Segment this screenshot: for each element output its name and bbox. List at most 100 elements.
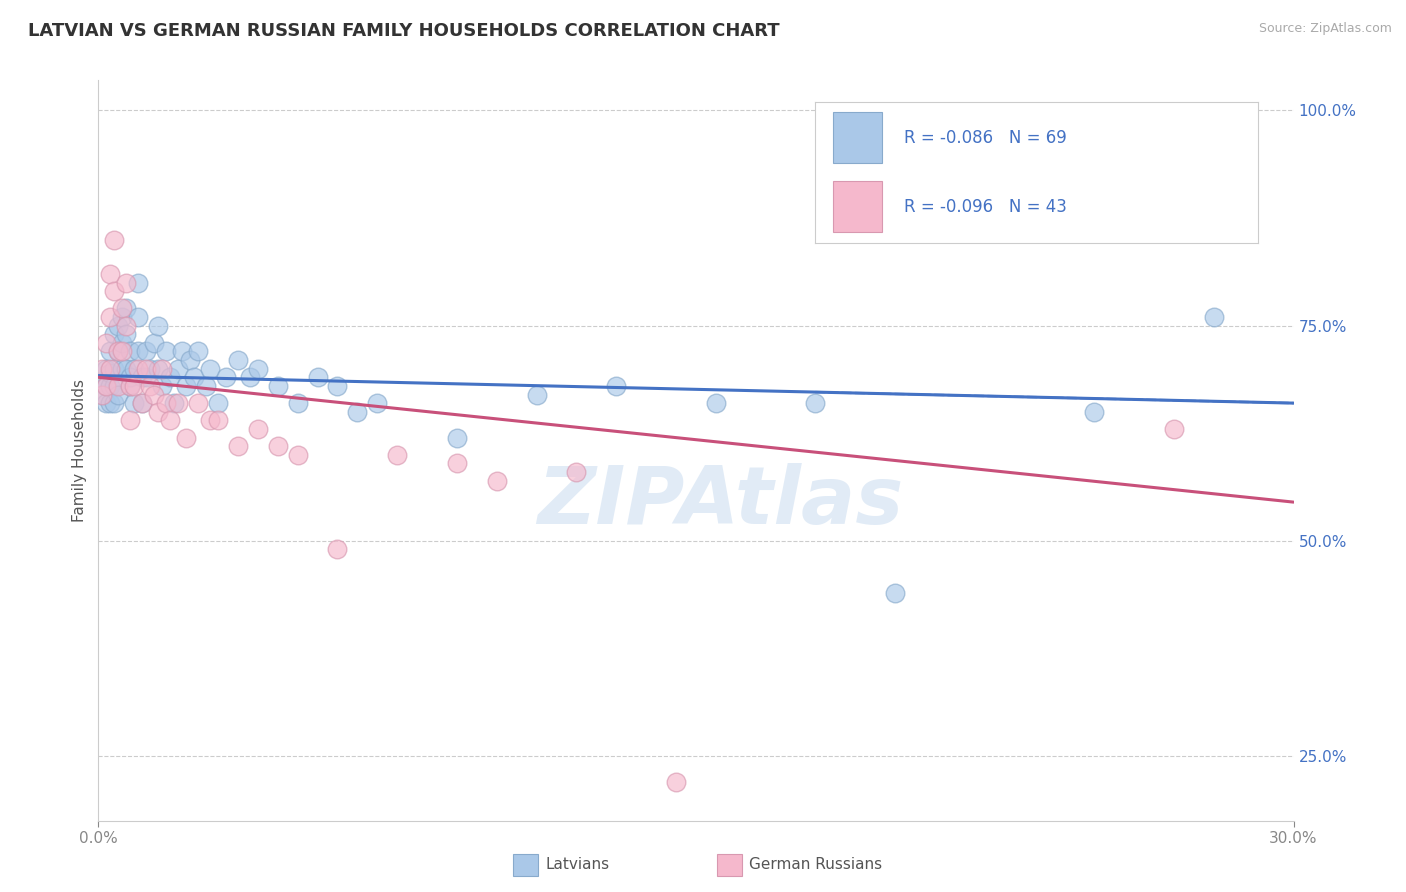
- Point: [446, 431, 468, 445]
- Point: [148, 361, 170, 376]
- Point: [198, 413, 221, 427]
- Point: [187, 396, 209, 410]
- Point: [98, 366, 122, 380]
- Point: [115, 301, 138, 316]
- Point: [287, 396, 309, 410]
- Point: [246, 422, 269, 436]
- Point: [150, 361, 173, 376]
- Point: [124, 361, 146, 376]
- Point: [115, 318, 138, 333]
- Point: [98, 267, 122, 281]
- Point: [111, 344, 134, 359]
- Point: [96, 335, 118, 350]
- Point: [159, 370, 181, 384]
- Point: [226, 353, 249, 368]
- Point: [107, 387, 129, 401]
- Point: [665, 775, 688, 789]
- Point: [187, 344, 209, 359]
- Point: [91, 375, 114, 389]
- Point: [135, 361, 157, 376]
- Point: [143, 387, 166, 401]
- Point: [195, 379, 218, 393]
- Text: ZIPAtlas: ZIPAtlas: [537, 463, 903, 541]
- Point: [150, 379, 173, 393]
- Point: [239, 370, 262, 384]
- Point: [148, 318, 170, 333]
- Point: [98, 396, 122, 410]
- Point: [135, 370, 157, 384]
- Point: [120, 379, 142, 393]
- Point: [155, 344, 177, 359]
- Text: LATVIAN VS GERMAN RUSSIAN FAMILY HOUSEHOLDS CORRELATION CHART: LATVIAN VS GERMAN RUSSIAN FAMILY HOUSEHO…: [28, 22, 780, 40]
- Point: [485, 474, 508, 488]
- Point: [167, 396, 190, 410]
- Point: [111, 335, 134, 350]
- Point: [172, 344, 194, 359]
- Point: [98, 344, 122, 359]
- Point: [198, 361, 221, 376]
- Point: [111, 310, 134, 324]
- Point: [148, 405, 170, 419]
- Point: [139, 379, 162, 393]
- Point: [167, 361, 190, 376]
- Point: [183, 370, 205, 384]
- Point: [143, 335, 166, 350]
- Point: [103, 379, 125, 393]
- Point: [526, 387, 548, 401]
- Point: [287, 448, 309, 462]
- Point: [98, 361, 122, 376]
- Point: [139, 361, 162, 376]
- Point: [246, 361, 269, 376]
- Point: [131, 396, 153, 410]
- Point: [267, 379, 290, 393]
- Point: [107, 344, 129, 359]
- Point: [127, 310, 149, 324]
- Point: [174, 431, 197, 445]
- Point: [346, 405, 368, 419]
- Point: [446, 456, 468, 470]
- Text: German Russians: German Russians: [749, 857, 883, 871]
- Point: [207, 413, 229, 427]
- Point: [884, 585, 907, 599]
- Point: [159, 413, 181, 427]
- Y-axis label: Family Households: Family Households: [72, 379, 87, 522]
- Point: [124, 379, 146, 393]
- Point: [307, 370, 329, 384]
- Point: [127, 344, 149, 359]
- Point: [103, 396, 125, 410]
- Point: [135, 344, 157, 359]
- Point: [98, 379, 122, 393]
- Point: [326, 542, 349, 557]
- Text: Source: ZipAtlas.com: Source: ZipAtlas.com: [1258, 22, 1392, 36]
- Point: [120, 379, 142, 393]
- Point: [115, 361, 138, 376]
- Point: [115, 276, 138, 290]
- Point: [155, 396, 177, 410]
- Point: [163, 396, 186, 410]
- Point: [127, 361, 149, 376]
- Point: [366, 396, 388, 410]
- Point: [96, 361, 118, 376]
- Point: [174, 379, 197, 393]
- Point: [107, 318, 129, 333]
- Point: [103, 284, 125, 298]
- Point: [179, 353, 201, 368]
- Point: [605, 379, 627, 393]
- Point: [704, 396, 727, 410]
- Point: [96, 379, 118, 393]
- Point: [96, 379, 118, 393]
- Point: [91, 387, 114, 401]
- Point: [115, 327, 138, 342]
- Point: [103, 233, 125, 247]
- Text: Latvians: Latvians: [546, 857, 610, 871]
- Point: [131, 370, 153, 384]
- Point: [107, 344, 129, 359]
- Point: [103, 361, 125, 376]
- Point: [1202, 310, 1225, 324]
- Point: [226, 439, 249, 453]
- Point: [103, 327, 125, 342]
- Point: [207, 396, 229, 410]
- Point: [804, 396, 827, 410]
- Point: [107, 379, 129, 393]
- Point: [111, 361, 134, 376]
